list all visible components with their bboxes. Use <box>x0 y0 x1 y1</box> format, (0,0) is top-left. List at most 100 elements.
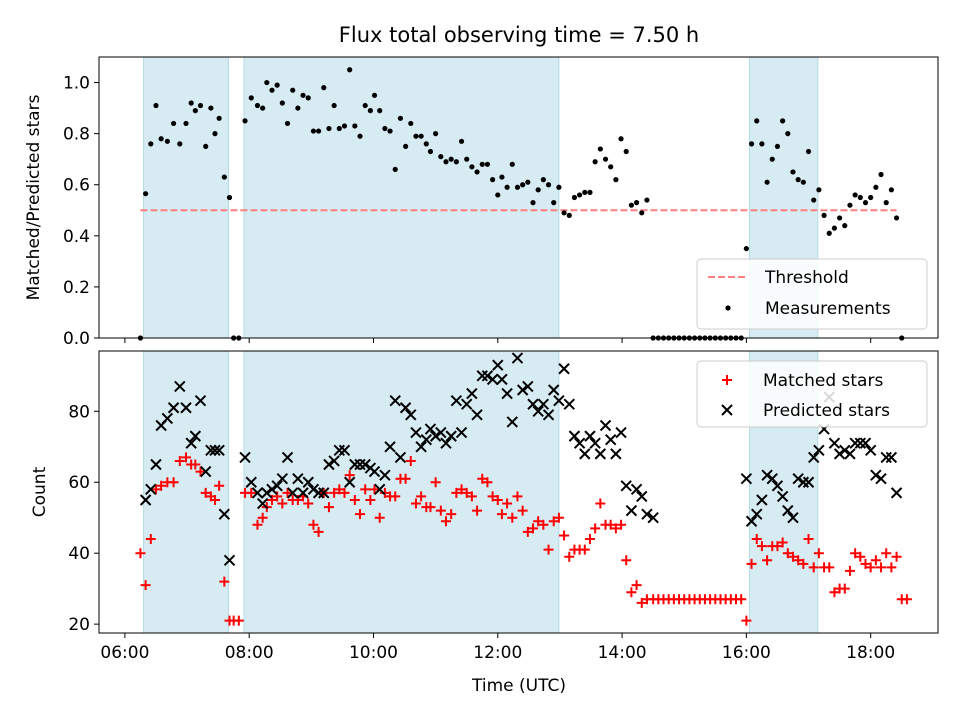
matched-star-point <box>543 544 554 555</box>
predicted-star-point <box>359 458 371 471</box>
matched-star-point <box>881 548 892 559</box>
predicted-star-point <box>245 476 257 488</box>
predicted-star-point <box>647 512 659 524</box>
matched-star-point <box>482 477 493 488</box>
measurement-point <box>764 179 770 185</box>
measurement-point <box>371 92 378 98</box>
predicted-star-point <box>251 487 264 499</box>
measurement-point <box>474 169 480 175</box>
matched-star-point <box>751 534 762 544</box>
predicted-star-point <box>537 398 550 410</box>
legend-threshold-label: Threshold <box>764 268 849 288</box>
x-tick-label: 14:00 <box>598 643 647 663</box>
legend-measurements-swatch <box>725 305 731 311</box>
matched-star-point <box>400 473 411 484</box>
predicted-star-point <box>318 487 330 499</box>
measurement-point <box>197 102 204 109</box>
measurement-point <box>326 125 332 132</box>
top-y-axis-label: Matched/Predicted stars <box>24 94 44 300</box>
predicted-star-point <box>890 487 903 499</box>
matched-star-point <box>636 597 647 608</box>
predicted-star-point <box>522 380 534 393</box>
top-panel: 0.0 0.2 0.4 0.6 0.8 1.0 <box>63 56 939 349</box>
measurement-point <box>479 161 485 167</box>
plot-frame <box>98 350 939 634</box>
predicted-star-point <box>610 448 622 460</box>
measurement-point <box>352 123 358 129</box>
matched-star-point <box>277 498 288 509</box>
measurement-point <box>847 202 853 208</box>
measurement-point <box>341 123 348 129</box>
predicted-star-point <box>496 373 508 386</box>
matched-star-point <box>425 502 436 513</box>
measurement-point <box>582 189 588 195</box>
predicted-star-point <box>756 494 768 506</box>
matched-star-point <box>824 562 835 573</box>
measurement-point <box>418 133 424 139</box>
matched-star-point <box>374 512 385 523</box>
measurement-point <box>469 164 475 170</box>
measurement-point <box>790 169 796 175</box>
matched-star-point <box>233 615 244 626</box>
predicted-star-point <box>573 437 586 449</box>
matched-star-point <box>496 509 507 520</box>
matched-star-point <box>502 498 513 509</box>
matched-star-point <box>210 494 221 505</box>
legend-predicted-swatch <box>721 404 733 416</box>
matched-star-point <box>522 526 533 537</box>
predicted-star-point <box>501 387 513 400</box>
matched-star-point <box>257 512 268 523</box>
predicted-star-point <box>199 465 212 478</box>
measurement-point <box>759 141 765 147</box>
predicted-star-point <box>776 490 789 503</box>
predicted-star-point <box>875 472 887 485</box>
matched-star-point <box>492 494 503 505</box>
x-tick-label: 18:00 <box>846 643 895 663</box>
predicted-star-point <box>630 483 643 496</box>
measurement-point <box>226 194 233 201</box>
x-tick-label: 08:00 <box>225 643 274 663</box>
measurement-point <box>769 156 775 162</box>
matched-star-point <box>559 530 570 541</box>
measurement-point <box>310 128 317 134</box>
predicted-star-point <box>167 402 180 414</box>
plot-frame <box>98 56 939 339</box>
measurement-point <box>831 225 838 231</box>
matched-star-point <box>440 516 451 527</box>
measurement-point <box>387 128 393 134</box>
measurement-point <box>623 148 629 155</box>
matched-star-point <box>762 555 773 566</box>
predicted-star-point <box>839 444 851 457</box>
matched-star-point <box>829 587 840 598</box>
matched-star-point <box>808 562 819 573</box>
matched-star-point <box>839 583 850 594</box>
measurement-point <box>188 100 194 106</box>
matched-star-point <box>850 548 861 559</box>
matched-star-point <box>528 523 539 534</box>
predicted-star-point <box>636 490 648 503</box>
matched-star-point <box>793 555 804 566</box>
predicted-star-point <box>745 515 758 527</box>
measurement-point <box>158 136 164 142</box>
matched-star-point <box>174 455 185 466</box>
predicted-star-point <box>450 394 463 407</box>
matched-star-point <box>156 480 167 491</box>
matched-star-point <box>736 594 747 605</box>
predicted-star-point <box>481 370 494 382</box>
predicted-star-point <box>194 394 207 407</box>
measurement-point <box>587 189 593 195</box>
measurement-point <box>300 92 306 98</box>
observing-band <box>243 56 560 339</box>
predicted-star-point <box>150 458 162 471</box>
matched-star-point <box>772 541 783 552</box>
measurement-point <box>883 200 889 206</box>
measurement-point <box>780 118 786 124</box>
measurement-point <box>878 171 884 178</box>
measurement-point <box>269 87 275 93</box>
measurement-point <box>504 184 510 190</box>
predicted-star-point <box>405 409 417 421</box>
matched-star-point <box>477 473 488 484</box>
legend-matched-swatch <box>722 375 732 385</box>
matched-star-point <box>626 587 637 598</box>
y-tick-label: 40 <box>68 544 90 564</box>
